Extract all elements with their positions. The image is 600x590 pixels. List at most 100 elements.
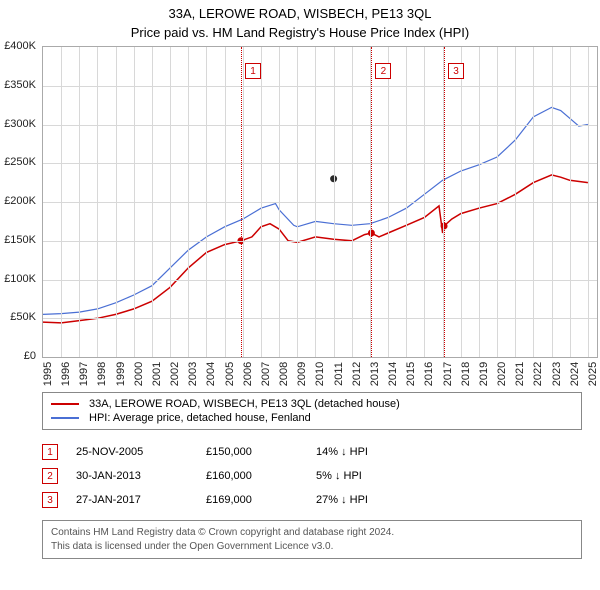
y-axis-label: £350K xyxy=(0,79,36,91)
x-axis-label: 1997 xyxy=(78,362,90,386)
x-axis-label: 2014 xyxy=(387,362,399,386)
y-axis-label: £50K xyxy=(0,311,36,323)
gridline-v xyxy=(79,47,80,357)
sales-table: 125-NOV-2005£150,00014% ↓ HPI230-JAN-201… xyxy=(42,440,582,512)
event-marker-box: 3 xyxy=(448,63,464,79)
event-line xyxy=(444,47,445,357)
x-axis-label: 2006 xyxy=(242,362,254,386)
x-axis-label: 2001 xyxy=(151,362,163,386)
x-axis-label: 2010 xyxy=(314,362,326,386)
event-line xyxy=(371,47,372,357)
chart-container: 33A, LEROWE ROAD, WISBECH, PE13 3QL Pric… xyxy=(0,0,600,590)
x-axis-label: 1996 xyxy=(60,362,72,386)
gridline-v xyxy=(134,47,135,357)
gridline-h xyxy=(43,318,597,319)
x-axis-label: 2007 xyxy=(260,362,272,386)
sale-date: 30-JAN-2013 xyxy=(76,470,206,482)
x-axis-label: 2023 xyxy=(551,362,563,386)
x-axis-label: 2018 xyxy=(460,362,472,386)
sale-row: 2 30-JAN-2013£160,0005% ↓ HPI xyxy=(42,464,582,488)
gridline-h xyxy=(43,241,597,242)
sale-price: £150,000 xyxy=(206,446,316,458)
y-axis-label: £150K xyxy=(0,234,36,246)
gridline-v xyxy=(570,47,571,357)
legend-item: HPI: Average price, detached house, Fenl… xyxy=(51,411,573,425)
event-marker-box: 2 xyxy=(375,63,391,79)
legend-swatch xyxy=(51,417,79,418)
gridline-v xyxy=(588,47,589,357)
x-axis-label: 2003 xyxy=(187,362,199,386)
sale-diff: 14% ↓ HPI xyxy=(316,446,406,458)
y-axis-label: £300K xyxy=(0,118,36,130)
x-axis-label: 2019 xyxy=(478,362,490,386)
gridline-v xyxy=(515,47,516,357)
gridline-v xyxy=(188,47,189,357)
x-axis-label: 1995 xyxy=(42,362,54,386)
gridline-v xyxy=(552,47,553,357)
x-axis-label: 2015 xyxy=(405,362,417,386)
gridline-v xyxy=(61,47,62,357)
x-axis-label: 1999 xyxy=(115,362,127,386)
sale-diff: 27% ↓ HPI xyxy=(316,494,406,506)
plot-region: 1 2 3 xyxy=(42,46,598,358)
legend-swatch xyxy=(51,403,79,405)
sale-marker: 1 xyxy=(42,444,58,460)
title-line-1: 33A, LEROWE ROAD, WISBECH, PE13 3QL xyxy=(0,0,600,21)
x-axis-label: 2021 xyxy=(514,362,526,386)
gridline-v xyxy=(152,47,153,357)
legend-label: 33A, LEROWE ROAD, WISBECH, PE13 3QL (det… xyxy=(89,398,400,410)
gridline-v xyxy=(206,47,207,357)
y-axis-label: £100K xyxy=(0,273,36,285)
sale-marker: 2 xyxy=(42,468,58,484)
sale-price: £169,000 xyxy=(206,494,316,506)
gridline-h xyxy=(43,280,597,281)
x-axis-label: 2000 xyxy=(133,362,145,386)
gridline-v xyxy=(315,47,316,357)
x-axis-label: 2020 xyxy=(496,362,508,386)
footer-line-2: This data is licensed under the Open Gov… xyxy=(51,540,573,554)
x-axis-label: 2005 xyxy=(224,362,236,386)
gridline-v xyxy=(461,47,462,357)
gridline-v xyxy=(479,47,480,357)
x-axis-label: 2002 xyxy=(169,362,181,386)
sale-price: £160,000 xyxy=(206,470,316,482)
footer-line-1: Contains HM Land Registry data © Crown c… xyxy=(51,526,573,540)
x-axis-label: 2008 xyxy=(278,362,290,386)
x-axis-label: 2013 xyxy=(369,362,381,386)
gridline-v xyxy=(170,47,171,357)
gridline-h xyxy=(43,163,597,164)
x-axis-label: 1998 xyxy=(96,362,108,386)
chart-area: 123 £0£50K£100K£150K£200K£250K£300K£350K… xyxy=(42,46,596,386)
gridline-v xyxy=(243,47,244,357)
gridline-v xyxy=(116,47,117,357)
x-axis-label: 2025 xyxy=(587,362,599,386)
gridline-v xyxy=(424,47,425,357)
sale-diff: 5% ↓ HPI xyxy=(316,470,406,482)
gridline-v xyxy=(97,47,98,357)
footer-attribution: Contains HM Land Registry data © Crown c… xyxy=(42,520,582,559)
y-axis-label: £250K xyxy=(0,156,36,168)
x-axis-label: 2022 xyxy=(532,362,544,386)
x-axis-label: 2017 xyxy=(442,362,454,386)
x-axis-label: 2009 xyxy=(296,362,308,386)
y-axis-label: £400K xyxy=(0,40,36,52)
x-axis-label: 2011 xyxy=(333,362,345,386)
gridline-v xyxy=(497,47,498,357)
legend-box: 33A, LEROWE ROAD, WISBECH, PE13 3QL (det… xyxy=(42,392,582,430)
x-axis-label: 2016 xyxy=(423,362,435,386)
event-marker-box: 1 xyxy=(245,63,261,79)
sale-row: 3 27-JAN-2017£169,00027% ↓ HPI xyxy=(42,488,582,512)
x-axis-label: 2024 xyxy=(569,362,581,386)
gridline-v xyxy=(279,47,280,357)
sale-date: 27-JAN-2017 xyxy=(76,494,206,506)
x-axis-label: 2012 xyxy=(351,362,363,386)
gridline-v xyxy=(406,47,407,357)
gridline-v xyxy=(533,47,534,357)
x-axis-label: 2004 xyxy=(205,362,217,386)
gridline-v xyxy=(225,47,226,357)
legend-item: 33A, LEROWE ROAD, WISBECH, PE13 3QL (det… xyxy=(51,397,573,411)
gridline-v xyxy=(297,47,298,357)
event-line xyxy=(241,47,242,357)
sale-marker: 3 xyxy=(42,492,58,508)
gridline-h xyxy=(43,125,597,126)
